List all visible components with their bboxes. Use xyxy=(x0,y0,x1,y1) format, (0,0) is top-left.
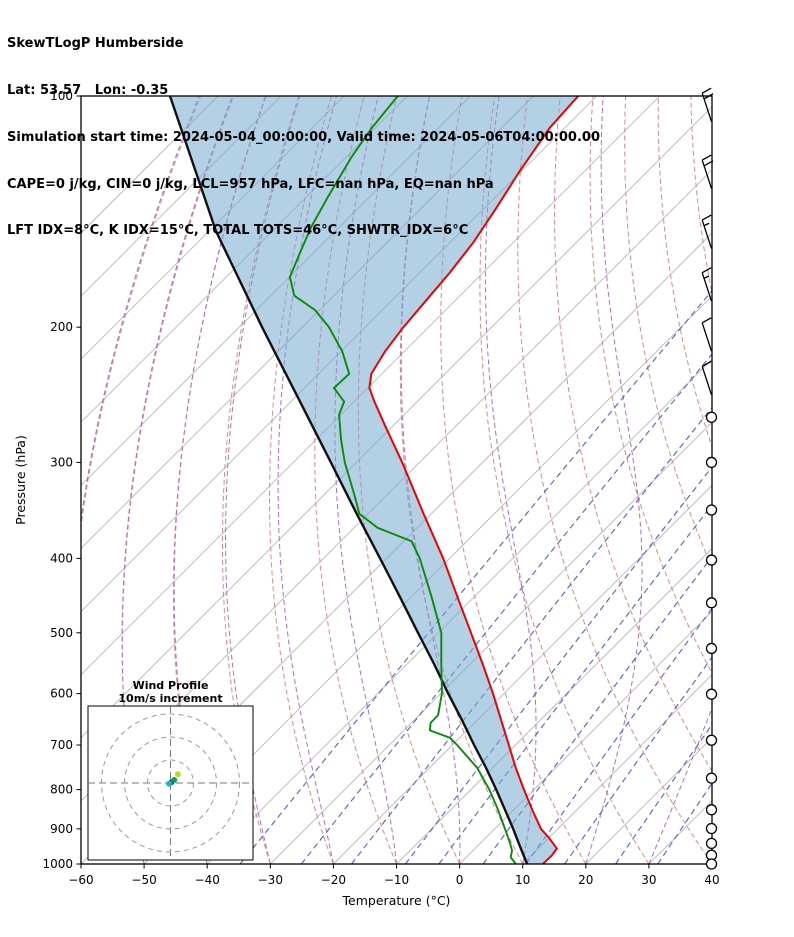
wind-barb-staff xyxy=(701,92,713,122)
y-tick-label: 100 xyxy=(50,89,73,103)
wind-barb-full xyxy=(701,267,712,274)
temperature-curve xyxy=(368,96,579,864)
x-tick-label: 0 xyxy=(456,873,464,887)
inset-subtitle: 10m/s increment xyxy=(118,692,222,705)
inset-speed-ring xyxy=(101,713,240,853)
y-tick-label: 800 xyxy=(50,783,73,797)
y-tick-label: 300 xyxy=(50,455,73,469)
x-tick-label: 10 xyxy=(515,873,530,887)
y-tick-label: 1000 xyxy=(42,857,73,871)
wind-barb-full xyxy=(701,360,712,367)
y-tick-label: 400 xyxy=(50,551,73,565)
x-tick-label: −20 xyxy=(321,873,346,887)
calm-wind-circle xyxy=(705,504,718,516)
calm-wind-circle xyxy=(705,837,718,850)
y-tick-label: 900 xyxy=(50,822,73,836)
calm-wind-circle xyxy=(705,858,718,870)
axes: −60 −50 −40 −30 −20 −10 0 10 20 30 40 100 200 300 400 5… xyxy=(13,89,720,908)
x-tick-label: 30 xyxy=(641,873,656,887)
wind-column xyxy=(701,87,718,870)
latlon-line: Lat: 53.57 Lon: -0.35 xyxy=(7,82,169,98)
y-tick-label: 600 xyxy=(50,687,73,701)
calm-wind-circle xyxy=(705,642,718,655)
x-axis-label: Temperature (°C) xyxy=(342,893,451,908)
x-tick-label: 40 xyxy=(704,873,719,887)
wind-barb-full xyxy=(703,93,714,100)
wind-barb-full xyxy=(701,214,712,221)
calm-wind-circle xyxy=(705,688,718,700)
header-block: SkewTLogP Humberside Lat: 53.57 Lon: -0.… xyxy=(7,5,600,270)
station-title: SkewTLogP Humberside xyxy=(7,36,184,52)
calm-wind-circle xyxy=(705,734,718,746)
dewpoint-curve xyxy=(288,96,517,864)
x-tick-label: 20 xyxy=(578,873,593,887)
reference-curve xyxy=(168,96,529,864)
x-tick-label: −60 xyxy=(68,873,93,887)
x-tick-label: −40 xyxy=(195,873,220,887)
x-tick-label: −10 xyxy=(384,873,409,887)
wind-barb-staff xyxy=(701,272,713,302)
inset-speed-ring xyxy=(147,759,194,807)
wind-barb-full xyxy=(701,154,712,161)
hodograph-point xyxy=(174,771,181,778)
calm-wind-circle xyxy=(705,822,718,835)
hodograph-point xyxy=(171,777,178,784)
x-tick-label: −30 xyxy=(258,873,283,887)
wind-barb-staff xyxy=(701,219,713,249)
wind-barb-staff xyxy=(701,366,713,396)
inset-title: Wind Profile xyxy=(133,679,209,692)
profile-curves xyxy=(168,96,579,864)
x-tick-label: −50 xyxy=(131,873,156,887)
calm-wind-circle xyxy=(705,411,718,423)
wind-barb-staff xyxy=(701,159,713,189)
y-tick-label: 700 xyxy=(50,738,73,752)
calm-wind-circle xyxy=(705,804,718,816)
wind-barb-full xyxy=(701,87,712,94)
wind-barb-half xyxy=(703,275,710,279)
wind-barb-full xyxy=(703,160,714,167)
hodograph-point xyxy=(166,780,173,787)
calm-wind-circle xyxy=(705,456,718,469)
indices-line: LFT IDX=8°C, K IDX=15°C, TOTAL TOTS=46°C… xyxy=(7,223,469,239)
y-tick-label: 200 xyxy=(50,320,73,334)
calm-wind-circle xyxy=(705,772,718,784)
stability-line: CAPE=0 j/kg, CIN=0 j/kg, LCL=957 hPa, LF… xyxy=(7,176,494,192)
time-line: Simulation start time: 2024-05-04_00:00:… xyxy=(7,129,600,145)
y-tick-label: 500 xyxy=(50,626,73,640)
wind-barb-full xyxy=(701,317,712,324)
inset-speed-ring xyxy=(124,736,217,830)
wind-barb-half xyxy=(703,222,710,227)
shaded-area xyxy=(170,96,579,864)
calm-wind-circle xyxy=(705,554,718,566)
y-axis-label: Pressure (hPa) xyxy=(13,435,28,525)
calm-wind-circle xyxy=(705,597,718,609)
wind-barb-staff xyxy=(701,322,713,352)
